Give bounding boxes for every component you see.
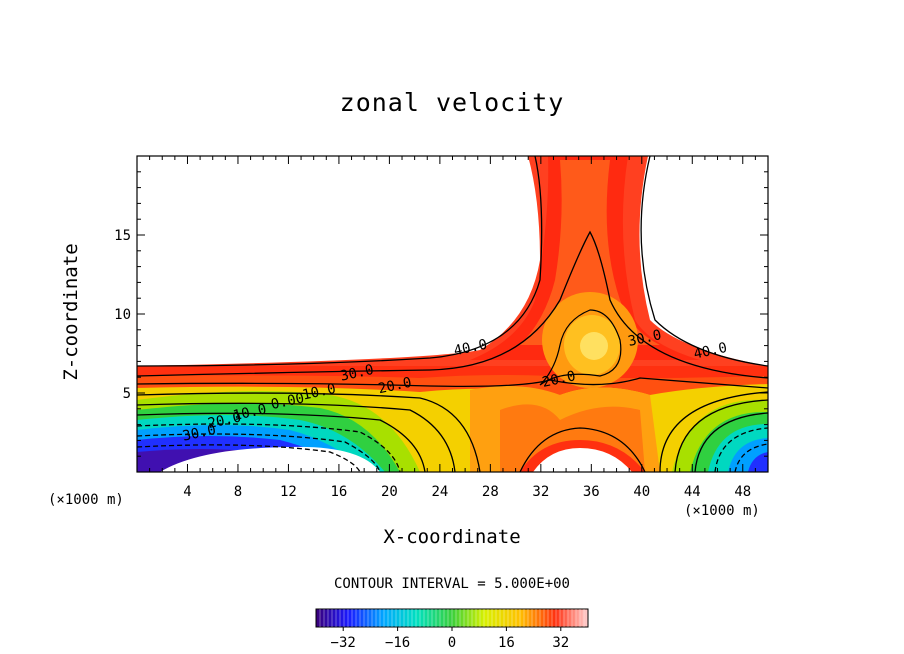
contour-label: 10.0 xyxy=(301,381,337,404)
y-tick-label: 5 xyxy=(123,386,131,402)
x-tick-label: 28 xyxy=(482,484,499,500)
contour-label: 30.0 xyxy=(627,327,663,350)
contour-label: 30.0 xyxy=(339,362,375,385)
x-unit-right: (×1000 m) xyxy=(684,503,760,519)
y-tick-label: 10 xyxy=(114,307,131,323)
x-tick-label: 40 xyxy=(633,484,650,500)
x-axis-ticks: 4 8 12 16 20 24 28 32 36 40 44 48 xyxy=(149,156,756,500)
colorbar-tick-label: −32 xyxy=(331,635,356,651)
x-tick-label: 16 xyxy=(330,484,347,500)
chart-title: zonal velocity xyxy=(339,88,565,117)
contour-interval-text: CONTOUR INTERVAL = 5.000E+00 xyxy=(333,576,570,592)
x-axis-label: X-coordinate xyxy=(383,526,521,548)
x-tick-label: 8 xyxy=(234,484,242,500)
x-tick-label: 4 xyxy=(183,484,191,500)
contour-label: 10.0 xyxy=(232,401,268,424)
contour-label: 20.0 xyxy=(206,409,242,432)
colorbar-tick-label: 0 xyxy=(448,635,456,651)
x-tick-label: 36 xyxy=(583,484,600,500)
colorbar-tick-label: 32 xyxy=(552,635,569,651)
y-tick-label: 15 xyxy=(114,228,131,244)
x-tick-label: 20 xyxy=(381,484,398,500)
contour-label: 20.0 xyxy=(377,375,413,398)
contour-label: 0.00 xyxy=(269,390,305,413)
x-unit-left: (×1000 m) xyxy=(48,492,124,508)
contour-label: 40.0 xyxy=(452,337,488,360)
x-tick-label: 48 xyxy=(734,484,751,500)
colorbar-ticks: −32 −16 0 16 32 xyxy=(331,627,569,651)
y-axis-ticks: 5 10 15 xyxy=(114,171,768,457)
contour-label: 20.0 xyxy=(541,368,577,391)
contour-label: 40.0 xyxy=(692,340,728,363)
colorbar-tick-label: −16 xyxy=(385,635,410,651)
x-tick-label: 44 xyxy=(684,484,701,500)
colorbar-tick-label: 16 xyxy=(498,635,515,651)
contour-labels: 40.0 40.030.030.020.0 20.010.00.0010.020.0… xyxy=(181,327,728,444)
x-tick-label: 32 xyxy=(532,484,549,500)
x-tick-label: 12 xyxy=(280,484,297,500)
contour-label: 30.0 xyxy=(181,422,217,445)
x-tick-label: 24 xyxy=(431,484,448,500)
contour-lines xyxy=(137,156,768,472)
